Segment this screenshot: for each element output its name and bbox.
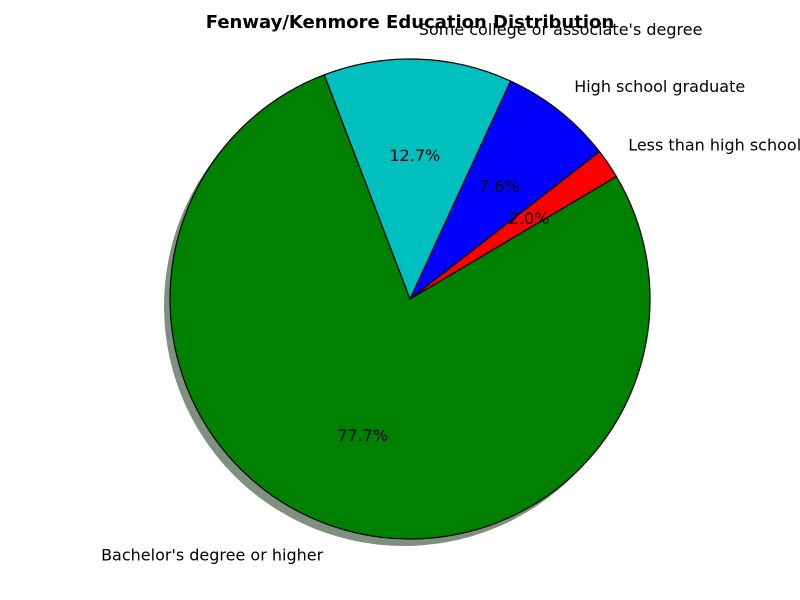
percent-label-some-college-or-associate-s-degree: 12.7% — [389, 146, 440, 165]
pie-slices — [169, 58, 651, 540]
pie-slice-bachelor-s-degree-or-higher — [169, 74, 651, 540]
category-label-high-school-graduate: High school graduate — [574, 77, 745, 96]
chart-title: Fenway/Kenmore Education Distribution — [206, 12, 614, 33]
pie-slice-high-school-graduate — [409, 80, 601, 300]
percent-label-less-than-high-school-graduate: 2.0% — [509, 209, 550, 228]
category-label-bachelor-s-degree-or-higher: Bachelor's degree or higher — [101, 545, 324, 564]
pie-slice-some-college-or-associate-s-degree — [323, 58, 512, 300]
category-label-less-than-high-school-graduate: Less than high school graduate — [628, 135, 800, 154]
percent-label-bachelor-s-degree-or-higher: 77.7% — [337, 426, 388, 445]
pie-percent-labels: 2.0% 7.6% 12.7% 77.7% — [337, 146, 549, 445]
percent-label-high-school-graduate: 7.6% — [479, 177, 520, 196]
pie-category-labels: Less than high school graduate High schoo… — [101, 20, 800, 564]
category-label-some-college-or-associate-s-degree: Some college or associate's degree — [419, 20, 703, 39]
